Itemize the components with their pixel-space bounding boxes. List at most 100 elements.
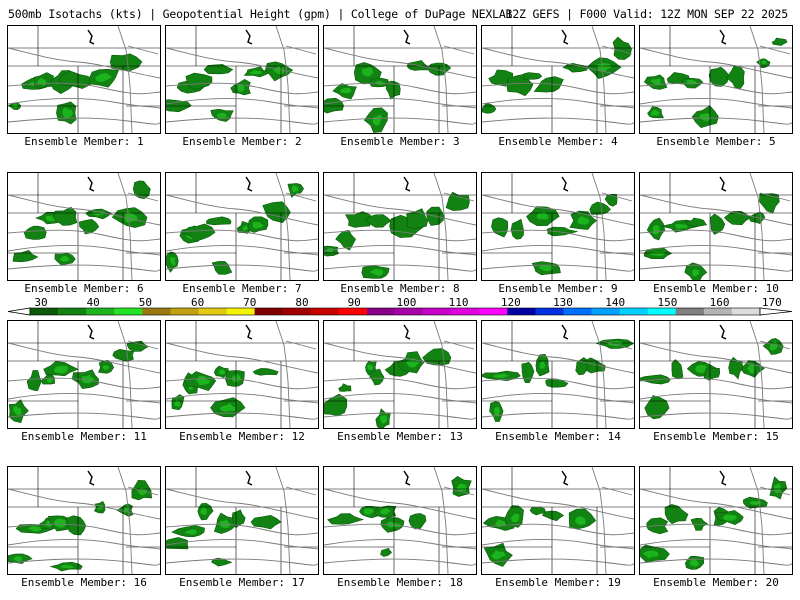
isotach-shading: [640, 476, 788, 570]
colorbar-swatch: [30, 308, 59, 315]
height-contours: [8, 26, 160, 133]
member-map-graphic: [166, 26, 318, 133]
ensemble-member-label: Ensemble Member: 11: [21, 430, 147, 443]
colorbar-swatch: [675, 308, 705, 315]
isotach-shading: [482, 36, 632, 114]
height-contours: [166, 321, 318, 428]
ensemble-member-label: Ensemble Member: 7: [182, 282, 302, 295]
colorbar-swatch: [338, 308, 368, 315]
member-map-graphic: [166, 173, 318, 280]
isotach-shading: [12, 180, 151, 266]
state-borders: [166, 26, 318, 133]
member-map-graphic: [640, 26, 792, 133]
colorbar-swatch: [114, 308, 143, 315]
colorbar-swatch: [366, 308, 396, 315]
ensemble-member-label: Ensemble Member: 5: [656, 135, 776, 148]
state-borders: [640, 467, 792, 574]
height-contours: [482, 321, 634, 428]
height-contours: [324, 321, 476, 428]
member-map-graphic: [8, 173, 160, 280]
ensemble-member-map: [7, 172, 161, 281]
member-map-graphic: [166, 321, 318, 428]
title-bar: 500mb Isotachs (kts) | Geopotential Heig…: [0, 0, 800, 24]
colorbar-tick-label: 30: [34, 296, 47, 309]
ensemble-member-map: [323, 320, 477, 429]
height-contours: [8, 173, 160, 280]
map-title: 500mb Isotachs (kts) | Geopotential Heig…: [8, 7, 513, 21]
lake-outline: [403, 29, 411, 45]
colorbar-tick-label: 80: [295, 296, 308, 309]
colorbar-swatch: [142, 308, 171, 315]
ensemble-member-map: [639, 466, 793, 575]
lake-outline: [561, 29, 569, 45]
height-contours: [166, 467, 318, 574]
colorbar-swatch: [703, 308, 733, 315]
lake-outline: [87, 176, 95, 192]
isotach-colorbar: 30 40 50 60 70 80 90 100 110 120 130 140 150 160 170: [0, 296, 800, 320]
member-map-graphic: [324, 321, 476, 428]
ensemble-member-map: [165, 466, 319, 575]
colorbar-swatch: [310, 308, 340, 315]
isotach-shading: [171, 365, 279, 418]
colorbar-swatch: [731, 308, 761, 315]
lake-outline: [87, 470, 95, 486]
state-borders: [640, 26, 792, 133]
lake-outline: [245, 324, 253, 340]
ensemble-member-label: Ensemble Member: 13: [337, 430, 463, 443]
ensemble-member-label: Ensemble Member: 14: [495, 430, 621, 443]
ensemble-member-label: Ensemble Member: 20: [653, 576, 779, 589]
member-map-graphic: [482, 173, 634, 280]
isotach-shading: [324, 60, 452, 133]
lake-outline: [719, 470, 727, 486]
model-valid-time: 12Z GEFS | F000 Valid: 12Z MON SEP 22 20…: [505, 7, 789, 21]
lake-outline: [403, 470, 411, 486]
ensemble-member-map: [639, 172, 793, 281]
colorbar-swatch: [535, 308, 564, 315]
colorbar-swatch: [563, 308, 592, 315]
isotach-shading: [491, 193, 618, 276]
member-map-graphic: [324, 26, 476, 133]
member-map-graphic: [482, 321, 634, 428]
colorbar-tick-label: 100: [396, 296, 416, 309]
colorbar-tick-label: 140: [605, 296, 625, 309]
colorbar-tick-label: 60: [191, 296, 204, 309]
member-map-graphic: [166, 467, 318, 574]
height-contours: [482, 173, 634, 280]
ensemble-member-label: Ensemble Member: 16: [21, 576, 147, 589]
member-map-graphic: [8, 467, 160, 574]
ensemble-member-map: [323, 172, 477, 281]
ensemble-member-map: [639, 25, 793, 134]
height-contours: [640, 173, 792, 280]
height-contours: [482, 26, 634, 133]
colorbar-swatch: [423, 308, 452, 315]
colorbar-tick-label: 120: [501, 296, 521, 309]
isotach-shading: [166, 503, 282, 567]
ensemble-member-label: Ensemble Member: 9: [498, 282, 618, 295]
isotach-shading: [482, 505, 597, 567]
lake-outline: [245, 470, 253, 486]
ensemble-member-map: [165, 172, 319, 281]
state-borders: [8, 321, 160, 428]
isotach-shading: [166, 61, 294, 122]
ensemble-member-map: [323, 25, 477, 134]
ensemble-member-map: [7, 25, 161, 134]
isotach-shading: [8, 340, 149, 424]
member-map-graphic: [482, 467, 634, 574]
ensemble-member-label: Ensemble Member: 3: [340, 135, 460, 148]
colorbar-swatch: [282, 308, 312, 315]
lake-outline: [403, 176, 411, 192]
member-map-graphic: [324, 467, 476, 574]
height-contours: [324, 26, 476, 133]
ensemble-member-map: [639, 320, 793, 429]
colorbar-tick-label: 50: [139, 296, 152, 309]
isotach-shading: [8, 53, 143, 125]
colorbar-swatch: [58, 308, 87, 315]
colorbar-swatch: [395, 308, 424, 315]
colorbar-tick-label: 150: [657, 296, 677, 309]
member-map-graphic: [8, 26, 160, 133]
lake-outline: [561, 176, 569, 192]
ensemble-member-map: [481, 466, 635, 575]
ensemble-member-label: Ensemble Member: 17: [179, 576, 305, 589]
lake-outline: [719, 176, 727, 192]
ensemble-member-label: Ensemble Member: 4: [498, 135, 618, 148]
